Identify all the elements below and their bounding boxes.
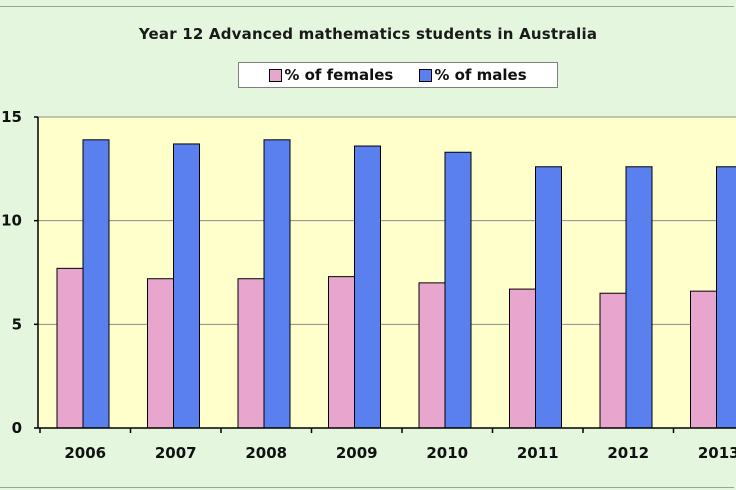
bar-females-2007: [147, 278, 174, 429]
bar-females-2011: [509, 288, 536, 429]
bar-males-2011: [535, 166, 562, 429]
legend-label-males: % of males: [434, 66, 527, 84]
x-tick-label: 2007: [155, 444, 197, 462]
chart-legend: % of females % of males: [238, 62, 558, 88]
legend-item-females: % of females: [269, 66, 393, 84]
bar-females-2006: [56, 267, 84, 429]
legend-label-females: % of females: [284, 66, 394, 84]
chart-frame: [0, 6, 734, 488]
x-tick-label: 2013: [698, 444, 736, 462]
bar-females-2010: [418, 282, 446, 429]
x-tick-label: 2010: [426, 444, 468, 462]
bar-males-2009: [354, 145, 381, 429]
y-tick-label: 10: [1, 212, 22, 230]
y-tick-label: 5: [12, 315, 22, 333]
y-tick-label: 0: [12, 419, 22, 437]
legend-swatch-females: [269, 68, 283, 82]
legend-swatch-males: [419, 68, 433, 82]
bar-males-2007: [173, 143, 200, 429]
bar-males-2010: [444, 151, 472, 429]
bar-females-2013: [690, 290, 717, 429]
bar-males-2013: [716, 166, 736, 429]
bar-males-2006: [82, 139, 110, 429]
bar-females-2012: [599, 292, 627, 429]
bar-males-2012: [625, 166, 653, 429]
x-tick-label: 2008: [245, 444, 287, 462]
bar-females-2008: [237, 278, 265, 429]
chart-title: Year 12 Advanced mathematics students in…: [138, 25, 598, 43]
x-tick-label: 2009: [336, 444, 378, 462]
bar-males-2008: [263, 139, 291, 429]
legend-item-males: % of males: [419, 66, 527, 84]
bar-females-2009: [328, 276, 355, 429]
y-tick-label: 15: [1, 108, 22, 126]
x-tick-label: 2012: [607, 444, 649, 462]
x-tick-label: 2006: [64, 444, 106, 462]
x-tick-label: 2011: [517, 444, 559, 462]
